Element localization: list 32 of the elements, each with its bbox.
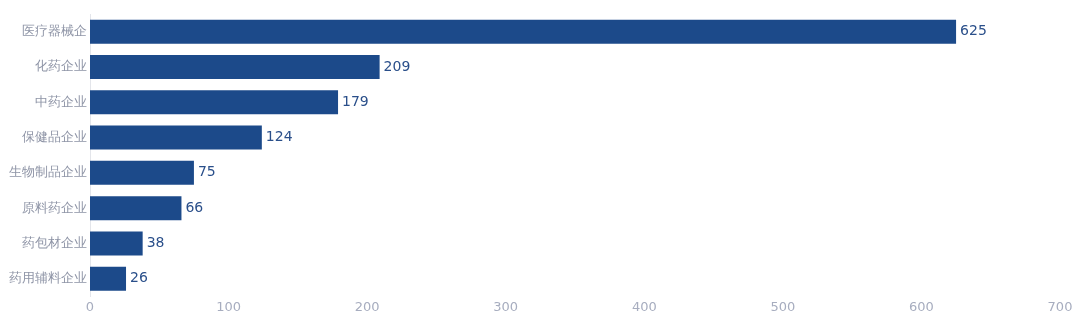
y-tick-label: 药包材企业 <box>22 234 87 250</box>
data-label: 209 <box>383 57 411 74</box>
data-label: 66 <box>185 198 204 215</box>
x-tick-label: 600 <box>909 298 934 314</box>
x-tick-label: 500 <box>770 298 796 314</box>
bar <box>90 160 194 185</box>
data-label: 124 <box>265 128 293 145</box>
bar <box>90 196 182 221</box>
bar <box>90 125 262 150</box>
bar <box>90 90 339 115</box>
x-tick-label: 0 <box>85 298 95 314</box>
bar <box>90 231 143 256</box>
data-label: 75 <box>197 163 216 180</box>
y-tick-label: 医疗器械企 <box>22 23 87 39</box>
y-tick-label: 原料药企业 <box>22 199 87 215</box>
x-tick-label: 200 <box>354 298 380 314</box>
y-tick-label: 中药企业 <box>35 93 87 109</box>
data-label: 26 <box>130 269 148 286</box>
bar <box>90 54 380 79</box>
y-tick-label: 生物制品企业 <box>9 164 87 180</box>
x-tick-label: 400 <box>631 298 657 314</box>
x-tick-label: 700 <box>1047 298 1073 314</box>
x-tick-label: 100 <box>216 298 241 314</box>
y-tick-label: 药用辅料企业 <box>9 270 87 286</box>
bar <box>90 19 957 44</box>
x-tick-label: 300 <box>493 298 519 314</box>
y-tick-label: 化药企业 <box>35 58 87 74</box>
y-tick-label: 保健品企业 <box>22 128 87 144</box>
data-label: 625 <box>960 22 987 39</box>
bar <box>90 266 127 291</box>
data-label: 38 <box>146 234 165 251</box>
data-label: 179 <box>342 92 369 109</box>
